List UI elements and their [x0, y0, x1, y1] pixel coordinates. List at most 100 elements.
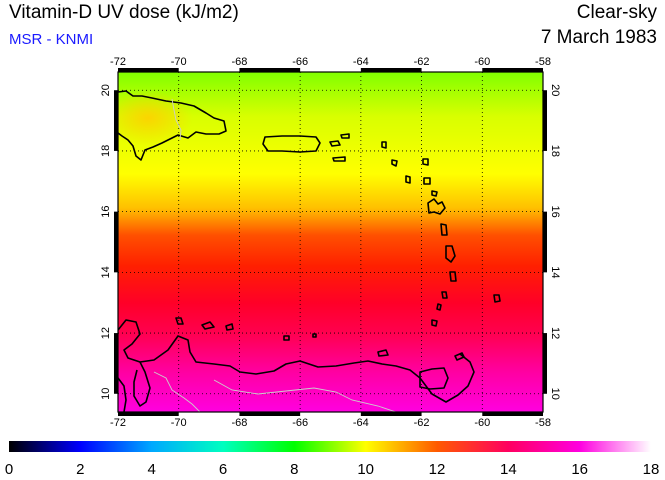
- longitude-label: -62: [414, 56, 430, 68]
- colorbar-tick-label: 14: [500, 461, 517, 478]
- st-lucia-coast: [449, 271, 457, 282]
- south-america-coast: [118, 319, 475, 403]
- colombia-venezuela-border: [153, 371, 201, 412]
- puerto-rico-coast: [262, 135, 321, 153]
- longitude-label: -64: [353, 417, 369, 429]
- latitude-label: 16: [549, 206, 561, 218]
- dominica-coast: [440, 223, 448, 236]
- longitude-label: -68: [231, 56, 247, 68]
- latitude-labels-left: 10 12 14 16 18 20: [100, 84, 112, 400]
- colorbar-tick-label: 18: [643, 461, 660, 478]
- colorbar-tick-label: 12: [429, 461, 446, 478]
- frame-band-top: [360, 68, 422, 72]
- grenada-coast: [431, 319, 438, 327]
- grenadines-coast: [436, 303, 442, 311]
- st-croix-coast: [332, 156, 346, 162]
- haiti-dr-border: [171, 98, 182, 141]
- frame-band-right: [543, 333, 547, 394]
- barbados-coast: [493, 294, 501, 303]
- aruba-coast: [175, 317, 184, 325]
- los-roques-coast: [283, 335, 290, 341]
- longitude-label: -60: [474, 417, 490, 429]
- colorbar-tick-label: 6: [219, 461, 227, 478]
- latitude-label: 14: [100, 266, 112, 278]
- hispaniola-high-spot: [118, 90, 193, 146]
- longitude-label: -70: [171, 56, 187, 68]
- frame-band-right: [543, 90, 547, 151]
- colorbar: 0 2 4 6 8 10 12 14 16 18: [5, 441, 660, 478]
- latitude-label: 18: [549, 145, 561, 157]
- date-label: 7 March 1983: [540, 27, 657, 48]
- frame-band-left: [114, 333, 118, 394]
- martinique-coast: [445, 245, 456, 263]
- colorbar-tick-label: 4: [147, 461, 155, 478]
- st-vincent-coast: [441, 291, 448, 299]
- hispaniola-coast: [118, 90, 227, 161]
- colorbar-tick-label: 16: [571, 461, 588, 478]
- latitude-label: 12: [100, 327, 112, 339]
- latitude-label: 10: [100, 388, 112, 400]
- latitude-label: 20: [549, 84, 561, 96]
- montserrat-coast: [405, 175, 411, 184]
- colorbar-tick-label: 2: [76, 461, 84, 478]
- latitude-labels-right: 10 12 14 16 18 20: [549, 84, 561, 400]
- colombia-coast: [118, 377, 127, 412]
- coastlines: [118, 90, 501, 412]
- frame-band-right: [543, 211, 547, 273]
- frame-band-left: [114, 211, 118, 273]
- venezuela-internal-border: [213, 379, 397, 412]
- frame-band-bottom: [482, 412, 543, 416]
- trinidad-coast: [419, 367, 449, 390]
- st-kitts-coast: [391, 159, 398, 167]
- guadeloupe-coast: [427, 198, 446, 215]
- graticule: [118, 72, 543, 412]
- map-figure: -72 -70 -68 -66 -64 -62 -60 -58 -72 -70 -68 -66 -64…: [100, 56, 561, 429]
- longitude-label: -62: [414, 417, 430, 429]
- longitude-label: -66: [292, 417, 308, 429]
- longitude-label: -72: [110, 56, 126, 68]
- frame-band-bottom: [239, 412, 301, 416]
- colorbar-tick-label: 8: [290, 461, 298, 478]
- margarita-coast: [377, 349, 389, 357]
- latitude-label: 12: [549, 327, 561, 339]
- lake-maracaibo-shore: [133, 361, 151, 407]
- longitude-label: -60: [474, 56, 490, 68]
- antigua-coast: [423, 177, 431, 185]
- orchila-coast: [312, 333, 317, 338]
- latitude-label: 10: [549, 388, 561, 400]
- latitude-label: 16: [100, 206, 112, 218]
- latitude-label: 14: [549, 266, 561, 278]
- virgin-islands-coast-b: [340, 133, 350, 139]
- barbuda-coast: [422, 158, 429, 166]
- longitude-label: -66: [292, 56, 308, 68]
- frame-band-top: [482, 68, 543, 72]
- colorbar-ramp: [9, 441, 651, 452]
- map-title: Vitamin-D UV dose (kJ/m2): [9, 2, 239, 23]
- frame-tick-bands: [114, 68, 547, 416]
- longitude-labels-bottom: -72 -70 -68 -66 -64 -62 -60 -58: [110, 417, 551, 429]
- longitude-label: -72: [110, 417, 126, 429]
- latitude-label: 18: [100, 145, 112, 157]
- frame-band-bottom: [360, 412, 422, 416]
- virgin-islands-coast: [329, 140, 341, 147]
- longitude-label: -68: [231, 417, 247, 429]
- longitude-labels-top: -72 -70 -68 -66 -64 -62 -60 -58: [110, 56, 551, 68]
- latitude-label: 20: [100, 84, 112, 96]
- longitude-label: -58: [535, 56, 551, 68]
- colorbar-tick-label: 10: [357, 461, 374, 478]
- anguilla-coast: [381, 141, 387, 149]
- curacao-coast: [201, 321, 215, 330]
- longitude-label: -58: [535, 417, 551, 429]
- sky-condition-label: Clear-sky: [576, 2, 657, 23]
- colorbar-tick-labels: 0 2 4 6 8 10 12 14 16 18: [5, 461, 660, 478]
- frame-band-top: [239, 68, 301, 72]
- colorbar-tick-label: 0: [5, 461, 13, 478]
- frame-band-bottom: [118, 412, 179, 416]
- frame-band-left: [114, 90, 118, 151]
- national-borders: [153, 98, 397, 412]
- marie-galante-coast: [431, 190, 438, 197]
- longitude-label: -70: [171, 417, 187, 429]
- source-label: MSR - KNMI: [9, 31, 94, 48]
- frame-band-top: [118, 68, 179, 72]
- longitude-label: -64: [353, 56, 369, 68]
